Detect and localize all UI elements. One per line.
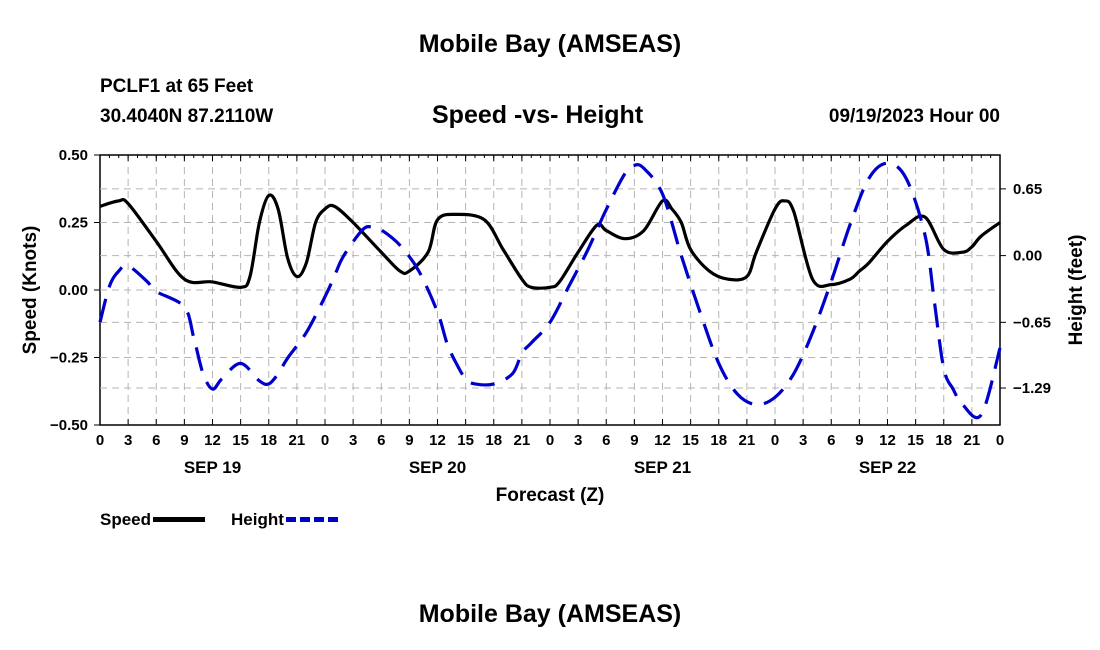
y2-tick-label: −0.65 xyxy=(1013,314,1051,331)
x-tick-label: 21 xyxy=(514,432,531,449)
x-tick-label: 6 xyxy=(152,432,160,449)
x-tick-label: 18 xyxy=(260,432,277,449)
day-label: SEP 19 xyxy=(184,458,241,477)
y-axis-label: Speed (Knots) xyxy=(20,226,41,355)
y-tick-label: 0.50 xyxy=(59,147,88,164)
x-tick-label: 9 xyxy=(180,432,188,449)
day-label: SEP 20 xyxy=(409,458,466,477)
footer-title: Mobile Bay (AMSEAS) xyxy=(418,600,682,628)
legend-speed-swatch xyxy=(153,517,206,523)
x-tick-label: 18 xyxy=(485,432,502,449)
legend-speed: Speed xyxy=(100,509,206,530)
x-tick-label: 3 xyxy=(799,432,807,449)
y-tick-label: 0.00 xyxy=(59,282,88,299)
series-line-height xyxy=(98,161,1002,420)
legend-height-label: Height xyxy=(231,509,284,529)
y-tick-label: 0.25 xyxy=(59,215,88,232)
y2-tick-label: −1.29 xyxy=(1013,380,1051,397)
x-tick-label: 0 xyxy=(321,432,329,449)
x-tick-label: 0 xyxy=(96,432,104,449)
y2-axis-label: Height (feet) xyxy=(1066,235,1087,346)
x-tick-label: 12 xyxy=(879,432,896,449)
y2-tick-label: 0.00 xyxy=(1013,248,1042,265)
day-label: SEP 22 xyxy=(859,458,916,477)
x-tick-label: 12 xyxy=(204,432,221,449)
y-tick-label: −0.25 xyxy=(50,350,88,367)
x-tick-label: 6 xyxy=(602,432,610,449)
x-tick-label: 6 xyxy=(827,432,835,449)
series-line-speed xyxy=(99,193,1001,290)
legend-height: Height xyxy=(231,509,338,530)
x-tick-label: 6 xyxy=(377,432,385,449)
coordinates-label: 30.4040N 87.2110W xyxy=(100,106,274,127)
legend-speed-label: Speed xyxy=(100,509,152,529)
x-tick-label: 15 xyxy=(457,432,474,449)
x-tick-label: 3 xyxy=(124,432,132,449)
grid-lines xyxy=(100,155,1000,425)
x-axis-label: Forecast (Z) xyxy=(496,485,605,506)
x-tick-label: 15 xyxy=(907,432,924,449)
x-tick-label: 9 xyxy=(855,432,863,449)
series-lines xyxy=(98,161,1002,420)
x-tick-label: 21 xyxy=(964,432,981,449)
x-tick-label: 15 xyxy=(232,432,249,449)
x-tick-label: 9 xyxy=(630,432,638,449)
x-tick-label: 21 xyxy=(289,432,306,449)
y-tick-label: −0.50 xyxy=(50,417,88,434)
y2-tick-label: 0.65 xyxy=(1013,181,1042,198)
chart-title: Speed -vs- Height xyxy=(432,101,644,129)
x-tick-label: 12 xyxy=(654,432,671,449)
x-tick-label: 0 xyxy=(546,432,554,449)
x-tick-label: 18 xyxy=(710,432,727,449)
page-title: Mobile Bay (AMSEAS) xyxy=(418,30,682,58)
x-tick-label: 3 xyxy=(349,432,357,449)
legend-height-swatch xyxy=(285,517,338,523)
station-label: PCLF1 at 65 Feet xyxy=(100,76,254,97)
x-tick-label: 0 xyxy=(771,432,779,449)
x-tick-label: 18 xyxy=(935,432,952,449)
day-label: SEP 21 xyxy=(634,458,691,477)
x-tick-label: 21 xyxy=(739,432,756,449)
x-tick-label: 15 xyxy=(682,432,699,449)
x-tick-label: 12 xyxy=(429,432,446,449)
x-tick-label: 9 xyxy=(405,432,413,449)
x-tick-label: 0 xyxy=(996,432,1004,449)
x-tick-label: 3 xyxy=(574,432,582,449)
axes: 0 3 6 9 12 15 18 21 0 3 6 9 12 15 18 21 0 3 6 9 12 15 18 21 0 3 6 9… xyxy=(50,147,1051,477)
forecast-datetime: 09/19/2023 Hour 00 xyxy=(828,106,1000,127)
